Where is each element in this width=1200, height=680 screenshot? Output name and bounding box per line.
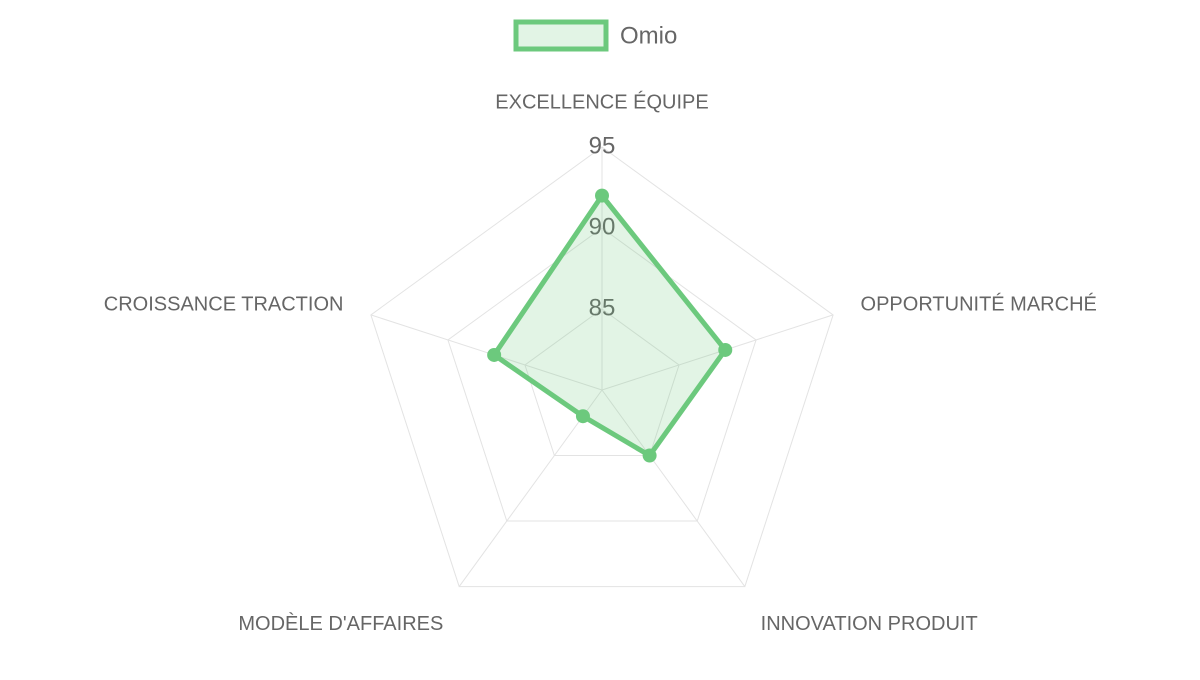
grid-ring bbox=[447, 227, 757, 522]
category-label: OPPORTUNITÉ MARCHÉ bbox=[861, 292, 1097, 315]
category-label: CROISSANCE TRACTION bbox=[104, 293, 344, 315]
r-tick-label: 95 bbox=[589, 132, 616, 159]
category-label: EXCELLENCE ÉQUIPE bbox=[495, 90, 708, 113]
r-tick-label: 85 bbox=[589, 294, 616, 321]
category-label: MODÈLE D'AFFAIRES bbox=[238, 612, 443, 635]
legend-swatch bbox=[513, 19, 609, 52]
data-point bbox=[575, 409, 590, 424]
legend-label: Omio bbox=[620, 22, 677, 49]
spoke bbox=[370, 314, 603, 391]
spoke bbox=[601, 314, 834, 391]
series-area bbox=[491, 193, 728, 459]
spoke bbox=[458, 389, 603, 587]
spoke bbox=[601, 389, 746, 587]
grid-ring bbox=[370, 146, 834, 588]
data-point bbox=[642, 448, 657, 463]
r-tick-label: 90 bbox=[589, 213, 616, 240]
grid-ring bbox=[524, 308, 680, 457]
data-point bbox=[595, 188, 609, 203]
data-point bbox=[718, 342, 733, 357]
category-label: INNOVATION PRODUIT bbox=[761, 613, 978, 635]
data-point bbox=[487, 347, 502, 362]
